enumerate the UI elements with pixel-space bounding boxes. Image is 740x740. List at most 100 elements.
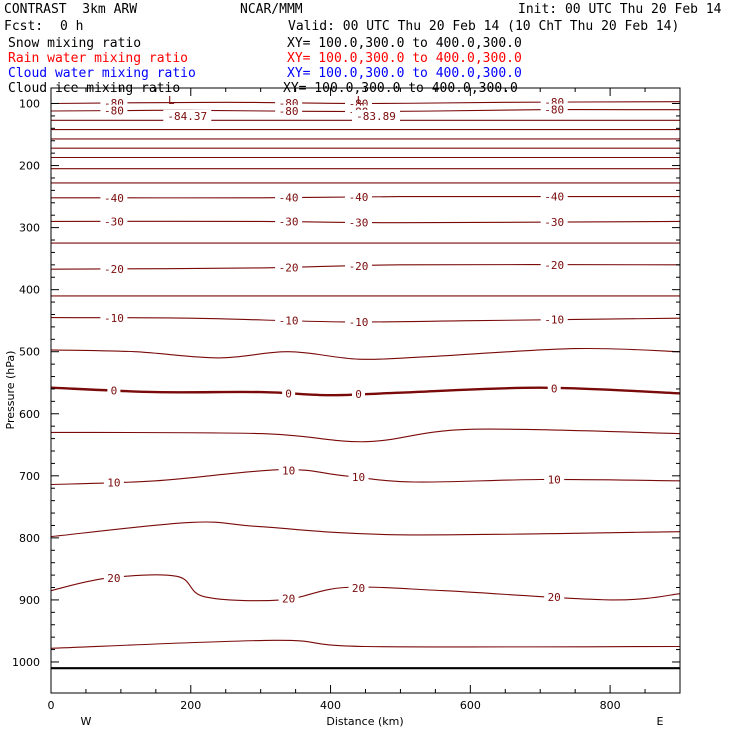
contour-label-bg [275,191,303,204]
y-tick-label: 400 [19,284,40,297]
contour-label-bg [275,314,303,327]
contour-label-bg [345,259,373,272]
extremum-label-bg [351,109,400,122]
contour-label: 20 [548,591,561,604]
low-marker: L [357,94,364,107]
y-tick-label: 700 [19,470,40,483]
field-xy: XY= 100.0,300.0 to 400.0,300.0 [287,36,522,51]
x-tick-label: 400 [320,699,341,712]
x-tick-label: 0 [48,699,55,712]
y-tick-label: 600 [19,408,40,421]
contour-label-bg [352,388,366,401]
contour-label: 0 [551,382,558,395]
contour-label-bg [100,215,128,228]
x-tick-label: 200 [180,699,201,712]
chart-title: CONTRAST 3km ARW [4,2,138,17]
contour-line [50,220,681,224]
contour-label-bg [345,216,373,229]
valid-time: Valid: 00 UTC Thu 20 Feb 14 (10 ChT Thu … [288,19,680,34]
contour-label-bg [540,103,568,116]
contour-line [50,428,681,443]
contour-label-bg [100,104,128,117]
contour-label: -10 [349,316,369,329]
contour-label: 0 [355,388,362,401]
extremum-label-bg [163,109,212,122]
contour-label: -20 [349,260,369,273]
fcst-label: Fcst: [4,19,44,34]
contour-label-bg [275,261,303,274]
contour-line [50,639,681,649]
field-xy: XY= 100.0,300.0 to 400.0,300.0 [287,51,522,66]
contour-label: -10 [544,314,564,327]
field-xy: XY= 100.0,300.0 to 400.0,300.0 [287,66,522,81]
contour-labels: -80-80-80-80-80-80-80-80-40-40-40-40-30-… [100,94,568,606]
y-tick-label: 200 [19,160,40,173]
contour-label-bg [100,191,128,204]
contour-label-bg [348,471,369,484]
contour-line [50,574,681,602]
contour-label: -80 [279,105,299,118]
contour-label: -30 [279,216,299,229]
y-tick-label: 1000 [12,656,40,669]
y-tick-label: 500 [19,346,40,359]
contour-label-bg [547,382,561,395]
contour-label: 10 [282,464,295,477]
contour-label-bg [278,592,299,605]
contour-label: 10 [107,476,120,489]
contour-label: 20 [107,572,120,585]
contour-label-bg [282,387,296,400]
contour-label-bg [544,590,565,603]
contour-label-bg [100,311,128,324]
field-name: Rain water mixing ratio [8,51,189,66]
contour-label: 0 [285,387,292,400]
y-tick-label: 800 [19,532,40,545]
contour-label: -80 [104,105,124,118]
contour-label: -40 [104,192,124,205]
y-tick-label: 900 [19,594,40,607]
x-axis-label: Distance (km) [326,715,403,728]
contour-label: -20 [104,263,124,276]
x-tick-label: 600 [460,699,481,712]
contour-label-bg [540,258,568,271]
contour-label: 20 [352,582,365,595]
y-tick-label: 100 [19,98,40,111]
extremum-value: -84.37 [167,110,207,123]
low-marker: L [168,94,175,107]
contour-label-bg [348,581,369,594]
contour-label-bg [275,215,303,228]
contour-label-bg [100,262,128,275]
x-end-label-east: E [657,715,664,728]
contour-label: -20 [544,259,564,272]
contour-line [50,195,681,199]
field-name: Cloud water mixing ratio [8,66,196,81]
contour-label: 0 [111,384,118,397]
y-tick-label: 300 [19,222,40,235]
contour-label-bg [345,315,373,328]
field-name: Snow mixing ratio [8,36,142,51]
contour-label-bg [103,572,124,585]
contour-label: -20 [279,261,299,274]
contour-label: 20 [282,593,295,606]
contour-label-bg [278,464,299,477]
contour-label: -40 [279,192,299,205]
contour-label: -30 [544,216,564,229]
contour-label-bg [103,476,124,489]
contour-label: 10 [548,474,561,487]
extremum-value: -83.89 [356,110,396,123]
x-tick-label: 800 [600,699,621,712]
contour-line [50,521,681,538]
contour-line [50,386,681,397]
contour-label: -80 [544,104,564,117]
fcst-value: 0 h [60,19,84,34]
contour-label-bg [540,215,568,228]
contour-label: -40 [349,191,369,204]
plot-frame [50,87,681,694]
contour-label: -10 [104,312,124,325]
contour-label: -30 [104,215,124,228]
contour-label-bg [544,473,565,486]
init-time: Init: 00 UTC Thu 20 Feb 14 [518,2,722,17]
contour-label-bg [275,105,303,118]
contour-label-bg [540,313,568,326]
